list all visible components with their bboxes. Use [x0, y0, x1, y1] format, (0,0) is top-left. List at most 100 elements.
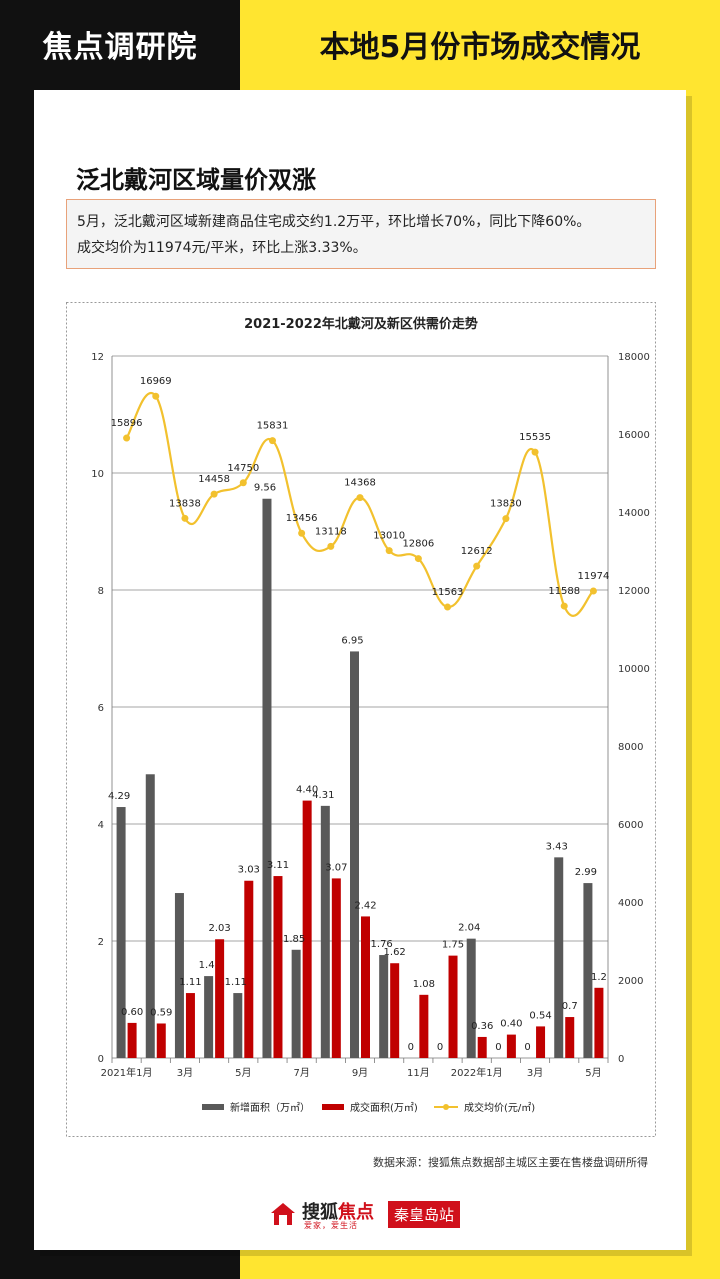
- bar-transaction-label: 1.62: [384, 947, 406, 958]
- price-label: 13010: [373, 531, 405, 542]
- bar-transaction-label: 1.75: [442, 940, 464, 951]
- bar-transaction-label: 3.11: [267, 860, 289, 871]
- bar-new-supply: [554, 857, 564, 1058]
- bar-transaction-label: 0.36: [471, 1021, 493, 1032]
- bar-transaction: [361, 916, 370, 1058]
- y-left-tick-label: 2: [98, 937, 104, 948]
- x-tick-label: 5月: [235, 1067, 251, 1079]
- price-point: [502, 515, 510, 523]
- price-point: [473, 562, 481, 570]
- y-right-tick-label: 18000: [618, 352, 650, 363]
- bar-new-supply: [145, 774, 155, 1058]
- chart-title: 2021-2022年北戴河及新区供需价走势: [244, 316, 478, 332]
- y-left-tick-label: 0: [98, 1054, 104, 1065]
- bar-transaction: [185, 993, 195, 1058]
- bar-transaction: [331, 878, 341, 1058]
- x-tick-label: 11月: [407, 1067, 430, 1079]
- legend-label-price: 成交均价(元/㎡): [464, 1101, 535, 1114]
- x-tick-label: 2021年1月: [101, 1066, 153, 1079]
- bar-transaction: [156, 1023, 166, 1058]
- bar-new-supply-label: 4.31: [312, 790, 334, 801]
- bar-new-supply: [379, 955, 389, 1058]
- house-logo-icon: [271, 1203, 295, 1225]
- legend-swatch-new-supply: [202, 1104, 224, 1110]
- bar-new-supply-label: 0: [437, 1042, 443, 1053]
- logo-station-badge: 秦皇岛站: [388, 1201, 461, 1228]
- bar-new-supply: [466, 938, 476, 1058]
- price-label: 15535: [519, 432, 551, 443]
- bar-new-supply-label: 0: [408, 1042, 414, 1053]
- bar-transaction: [594, 987, 604, 1058]
- bar-new-supply-label: 1.85: [283, 934, 305, 945]
- price-point: [298, 529, 306, 537]
- brand-title: 焦点调研院: [42, 30, 198, 65]
- page-headline: 本地5月份市场成交情况: [319, 30, 641, 65]
- y-right-tick-label: 6000: [618, 820, 643, 831]
- price-label: 14368: [344, 478, 376, 489]
- summary-line-2: 成交均价为11974元/平米，环比上涨3.33%。: [77, 240, 367, 256]
- y-right-tick-label: 12000: [618, 586, 650, 597]
- bar-transaction: [215, 939, 225, 1058]
- price-point: [560, 602, 568, 610]
- bar-transaction: [302, 800, 312, 1058]
- price-point: [268, 437, 276, 445]
- bar-transaction-label: 0.40: [500, 1019, 522, 1030]
- bar-transaction: [565, 1017, 575, 1058]
- bar-transaction-label: 1.11: [179, 977, 201, 988]
- bar-transaction-label: 1.08: [413, 979, 435, 990]
- price-label: 15831: [257, 421, 289, 432]
- x-tick-label: 5月: [585, 1067, 601, 1079]
- bar-transaction: [390, 963, 400, 1058]
- bar-transaction: [477, 1036, 487, 1058]
- y-right-tick-label: 10000: [618, 664, 650, 675]
- y-left-tick-label: 10: [91, 469, 104, 480]
- bar-transaction: [448, 955, 458, 1058]
- price-point: [210, 490, 218, 498]
- legend-label-new-supply: 新增面积（万㎡）: [230, 1101, 310, 1114]
- price-label: 12806: [402, 539, 434, 550]
- price-label: 14750: [227, 463, 259, 474]
- price-point: [123, 434, 131, 442]
- y-right-tick-label: 2000: [618, 976, 643, 987]
- y-right-tick-label: 0: [618, 1054, 624, 1065]
- price-point: [239, 479, 247, 487]
- bar-new-supply: [262, 498, 272, 1058]
- bar-new-supply: [233, 993, 243, 1058]
- price-point: [181, 514, 189, 522]
- legend-label-transaction: 成交面积(万㎡): [350, 1101, 418, 1114]
- bar-transaction-label: 0.59: [150, 1007, 172, 1018]
- bar-new-supply-label: 4.29: [108, 791, 130, 802]
- price-point: [152, 392, 160, 400]
- price-label: 14458: [198, 474, 230, 485]
- price-label: 13830: [490, 499, 522, 510]
- bar-transaction: [506, 1034, 516, 1058]
- price-label: 11563: [432, 587, 464, 598]
- bar-new-supply-label: 2.99: [575, 867, 597, 878]
- content-card: 泛北戴河区域量价双涨 5月，泛北戴河区域新建商品住宅成交约1.2万平，环比增长7…: [34, 90, 686, 1250]
- price-label: 16969: [140, 376, 172, 387]
- price-point: [414, 555, 422, 563]
- price-point: [444, 603, 452, 611]
- y-left-tick-label: 4: [98, 820, 104, 831]
- bar-new-supply-label: 9.56: [254, 483, 276, 494]
- logo-name-red: 焦点: [338, 1202, 374, 1223]
- price-label: 11588: [548, 586, 580, 597]
- price-label: 13118: [315, 526, 347, 537]
- bar-new-supply: [204, 976, 214, 1058]
- bar-transaction: [273, 876, 283, 1058]
- y-right-tick-label: 16000: [618, 430, 650, 441]
- bar-transaction-label: 0.7: [562, 1001, 578, 1012]
- bar-new-supply-label: 3.43: [546, 841, 568, 852]
- y-right-tick-label: 14000: [618, 508, 650, 519]
- logo-slogan: 爱家，爱生活: [304, 1221, 358, 1230]
- bar-new-supply: [174, 893, 184, 1058]
- price-label: 13456: [286, 513, 318, 524]
- bar-transaction-label: 0.60: [121, 1007, 143, 1018]
- bar-transaction: [244, 880, 254, 1058]
- y-right-tick-label: 8000: [618, 742, 643, 753]
- bar-new-supply-label: 1.76: [371, 939, 393, 950]
- price-point: [589, 587, 597, 595]
- bar-new-supply-label: 0: [495, 1042, 501, 1053]
- bar-new-supply: [291, 949, 301, 1058]
- section-title: 泛北戴河区域量价双涨: [76, 166, 316, 194]
